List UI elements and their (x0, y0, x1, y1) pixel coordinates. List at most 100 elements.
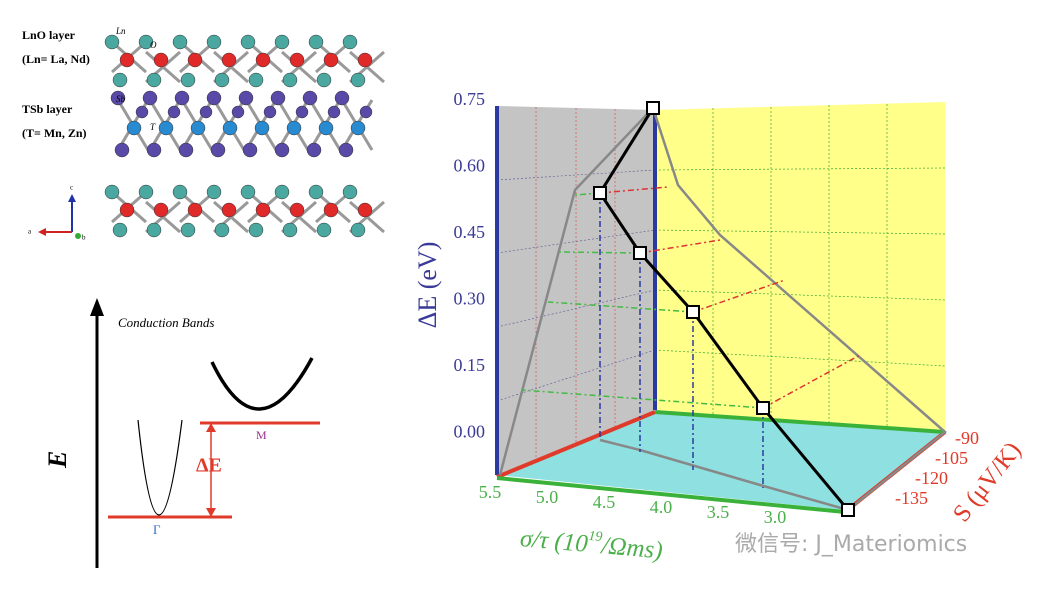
atom (206, 90, 222, 106)
axis-label: b (82, 234, 86, 242)
axis-label: σ/τ (1019/Ωms) (519, 523, 664, 564)
atom (110, 90, 126, 106)
atom (112, 72, 128, 88)
x-tick-label: 3.5 (707, 502, 730, 522)
x-tick-label: 3.0 (764, 507, 787, 527)
atom (119, 202, 135, 218)
atom (231, 105, 245, 119)
atom (172, 184, 188, 200)
label: (Ln= La, Nd) (22, 52, 90, 66)
atom (153, 52, 169, 68)
atom (289, 52, 305, 68)
atom (172, 34, 188, 50)
atom (206, 184, 222, 200)
label: ΔE (196, 455, 222, 477)
atom (248, 222, 264, 238)
atom (210, 142, 226, 158)
axis-label: E (43, 451, 72, 469)
s-tick-label: -90 (955, 428, 979, 448)
atom (316, 222, 332, 238)
x-tick-label: 4.0 (650, 497, 673, 517)
atom (306, 142, 322, 158)
atom (178, 142, 194, 158)
atom (323, 202, 339, 218)
label-part: 19 (588, 529, 603, 545)
plot-3d (495, 101, 947, 517)
atom (342, 34, 358, 50)
s-tick-label: -120 (915, 468, 948, 488)
atom (187, 202, 203, 218)
atom (263, 105, 277, 119)
atom (180, 72, 196, 88)
crystal-structure (104, 34, 385, 238)
atom (350, 120, 366, 136)
atom (190, 120, 206, 136)
s-tick-label: -135 (895, 488, 928, 508)
atom (289, 202, 305, 218)
y-tick-label: 0.60 (454, 156, 486, 176)
atom (146, 72, 162, 88)
atom (270, 90, 286, 106)
atom (274, 34, 290, 50)
atom (357, 202, 373, 218)
atom (104, 184, 120, 200)
atom (334, 90, 350, 106)
atom (357, 52, 373, 68)
atom (138, 34, 154, 50)
atom (158, 120, 174, 136)
atom (174, 90, 190, 106)
atom (142, 90, 158, 106)
atom (119, 52, 135, 68)
atom (214, 72, 230, 88)
atom (206, 34, 222, 50)
atom (146, 222, 162, 238)
label-part: σ/τ (10 (519, 525, 589, 558)
atom (138, 184, 154, 200)
atom (274, 142, 290, 158)
band-diagram (90, 298, 320, 568)
atom-label: T (150, 122, 156, 132)
atom (359, 105, 373, 119)
atom (146, 142, 162, 158)
atom (350, 72, 366, 88)
x-tick-label: 5.0 (536, 487, 559, 507)
atom (323, 52, 339, 68)
label: TSb layer (22, 102, 73, 116)
atom (327, 105, 341, 119)
atom (286, 120, 302, 136)
atom (242, 142, 258, 158)
atom (167, 105, 181, 119)
label-part: /Ωms) (598, 532, 663, 564)
atom (199, 105, 213, 119)
atom-label: Sb (116, 94, 126, 104)
atom (240, 34, 256, 50)
atom (221, 52, 237, 68)
atom (338, 142, 354, 158)
atom (222, 120, 238, 136)
axis-label: ΔE (eV) (413, 242, 442, 329)
y-tick-label: 0.00 (454, 422, 486, 442)
atom (126, 120, 142, 136)
atom-label: Ln (115, 26, 126, 36)
axes-indicator (38, 194, 81, 239)
label: (T= Mn, Zn) (22, 126, 87, 140)
x-tick-label: 4.5 (593, 492, 616, 512)
label: Γ (153, 522, 161, 537)
s-tick-label: -105 (935, 448, 968, 468)
atom (308, 184, 324, 200)
atom (318, 120, 334, 136)
label: LnO layer (22, 28, 76, 42)
atom (135, 105, 149, 119)
atom (295, 105, 309, 119)
atom (350, 222, 366, 238)
atom (238, 90, 254, 106)
atom (302, 90, 318, 106)
atom (153, 202, 169, 218)
axis-label: a (28, 228, 32, 236)
atom (114, 142, 130, 158)
atom (187, 52, 203, 68)
atom (180, 222, 196, 238)
atom (112, 222, 128, 238)
atom (274, 184, 290, 200)
